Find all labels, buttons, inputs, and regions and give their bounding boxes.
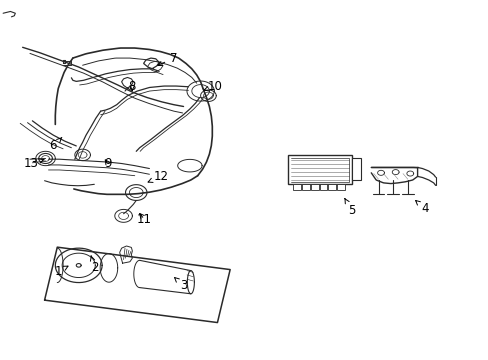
Text: 11: 11 [137, 213, 152, 226]
Text: 13: 13 [23, 157, 44, 170]
Text: 12: 12 [148, 170, 169, 183]
Bar [351, 158, 360, 180]
Text: 10: 10 [203, 80, 222, 93]
Text: 3: 3 [174, 278, 187, 292]
Text: 5: 5 [344, 199, 355, 217]
Bar [310, 184, 318, 190]
Text: 7: 7 [158, 51, 177, 66]
Text: 8: 8 [128, 80, 136, 93]
Bar [293, 184, 301, 190]
Text: 6: 6 [49, 138, 62, 152]
Bar [328, 184, 335, 190]
Bar [319, 184, 327, 190]
Text: 9: 9 [104, 157, 111, 170]
Bar [302, 184, 309, 190]
Text: 4: 4 [415, 201, 428, 215]
Text: 1: 1 [54, 265, 68, 278]
Text: 2: 2 [90, 256, 99, 274]
Bar [336, 184, 344, 190]
Bar [288, 155, 351, 184]
